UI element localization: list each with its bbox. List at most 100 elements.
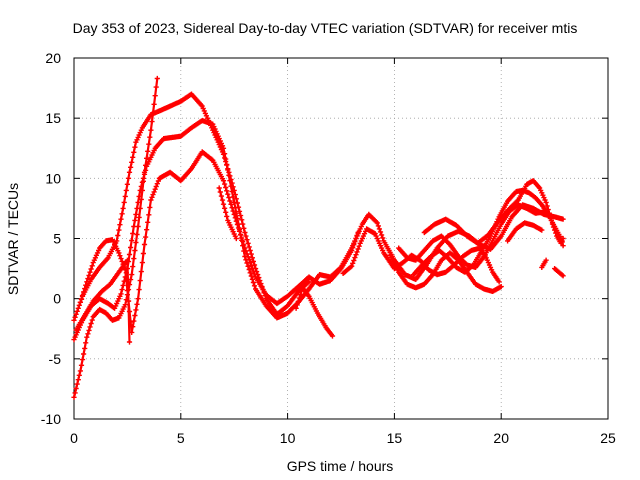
data-point (132, 312, 138, 319)
data-point (154, 181, 160, 187)
series-track-14 (539, 257, 549, 270)
data-point (355, 246, 361, 252)
data-point (297, 292, 303, 298)
data-point (131, 149, 137, 155)
data-point (118, 216, 124, 222)
data-point (78, 362, 85, 368)
y-tick-label: -10 (41, 411, 61, 427)
data-point (223, 156, 229, 162)
data-point (128, 244, 134, 251)
data-point (155, 178, 161, 184)
data-point (248, 262, 254, 269)
data-point (223, 184, 229, 191)
data-point (149, 119, 155, 125)
data-point (148, 127, 154, 133)
series-track-12 (421, 178, 566, 246)
data-point (124, 257, 130, 263)
series-track-6 (216, 185, 239, 242)
data-point (251, 271, 258, 277)
data-point (76, 302, 82, 308)
data-point (145, 219, 151, 225)
data-point (151, 101, 157, 107)
data-point (125, 298, 132, 304)
data-point (225, 191, 231, 197)
data-point (251, 283, 258, 289)
data-point (239, 217, 245, 223)
data-point (231, 199, 237, 205)
data-point (121, 199, 127, 205)
data-point (144, 227, 150, 233)
data-point (150, 192, 156, 198)
x-tick-label: 25 (600, 430, 616, 446)
series-line (79, 150, 360, 334)
data-point (130, 230, 136, 237)
data-point (560, 273, 566, 279)
data-point (350, 260, 356, 266)
data-point (122, 193, 128, 199)
data-point (118, 291, 124, 297)
data-point (226, 172, 232, 178)
data-point (293, 305, 299, 311)
data-point (349, 247, 355, 254)
data-point (133, 239, 139, 246)
data-point (131, 318, 137, 324)
data-point (131, 256, 137, 262)
data-point (246, 257, 252, 263)
data-point (129, 159, 135, 165)
data-point (375, 223, 381, 229)
data-point (137, 278, 143, 284)
series-track-7 (293, 285, 336, 339)
data-point (249, 255, 255, 261)
data-point (122, 302, 128, 308)
data-point (149, 194, 155, 200)
data-point (123, 187, 129, 193)
data-point (543, 257, 549, 263)
data-point (217, 189, 223, 195)
data-point (85, 331, 91, 337)
data-point (129, 237, 135, 244)
data-point (229, 189, 235, 195)
data-point (380, 235, 386, 241)
plot-frame (73, 57, 609, 420)
data-point (245, 263, 251, 269)
data-point (233, 218, 239, 224)
data-point (124, 181, 130, 187)
data-point (135, 199, 141, 205)
data-point (351, 257, 357, 264)
data-point (114, 238, 120, 244)
data-point (136, 193, 142, 199)
data-point (220, 145, 227, 151)
data-point (87, 269, 93, 275)
data-point (547, 214, 553, 220)
data-point (295, 298, 301, 305)
data-point (250, 279, 256, 286)
data-point (219, 143, 226, 149)
data-point (79, 292, 86, 299)
data-point (72, 314, 78, 320)
data-point (233, 235, 239, 242)
data-point (81, 289, 87, 295)
data-point (560, 235, 566, 242)
data-point (245, 254, 251, 260)
data-point (75, 377, 81, 383)
data-point (549, 221, 556, 227)
data-point (86, 272, 92, 278)
data-point (239, 235, 245, 241)
data-point (72, 390, 78, 396)
data-point (153, 84, 159, 90)
data-point (356, 243, 362, 249)
data-point (82, 286, 88, 292)
data-point (219, 197, 226, 203)
data-point (222, 205, 228, 211)
data-point (133, 211, 139, 217)
data-point (140, 175, 146, 181)
data-point (83, 340, 89, 346)
data-point (216, 185, 222, 191)
data-point (352, 238, 358, 245)
data-point (116, 250, 122, 256)
data-point (246, 266, 252, 273)
data-point (379, 232, 385, 238)
y-tick-label: 10 (45, 170, 61, 186)
data-point (134, 231, 140, 238)
data-point (87, 324, 93, 330)
